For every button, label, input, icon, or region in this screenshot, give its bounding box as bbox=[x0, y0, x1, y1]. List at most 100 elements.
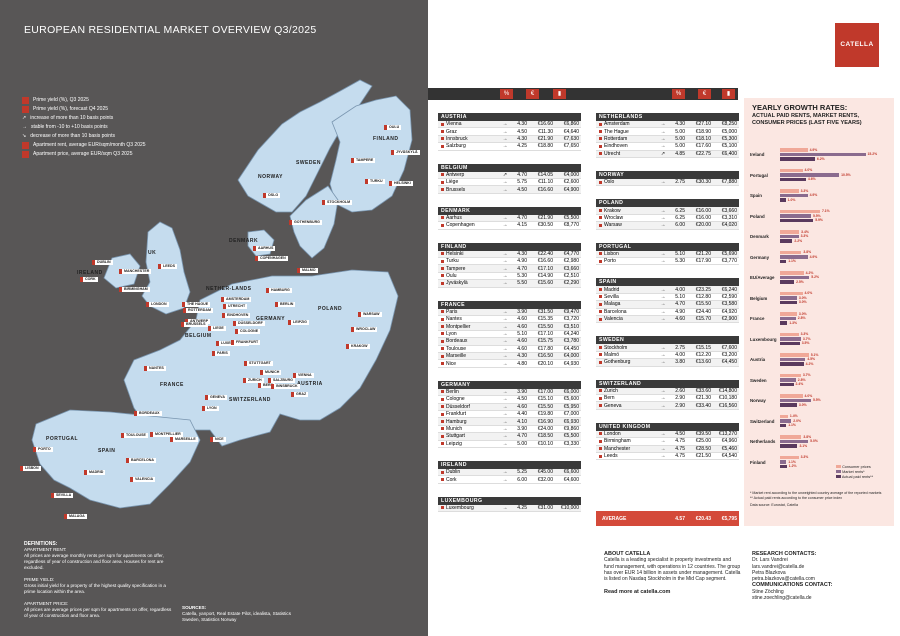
country-label: NORWAY bbox=[258, 174, 283, 180]
bullet-icon bbox=[441, 144, 444, 148]
growth-country: Denmark bbox=[750, 234, 769, 239]
bullet-icon bbox=[441, 420, 444, 424]
table-country-header: UNITED KINGDOM bbox=[596, 422, 739, 431]
growth-bar bbox=[780, 148, 808, 152]
yield-cell: 4.70 bbox=[675, 301, 685, 308]
bullet-icon bbox=[441, 122, 444, 126]
trend-arrow-icon: → bbox=[660, 207, 666, 214]
city-label: MALAGA bbox=[64, 514, 87, 519]
table-row: Toulouse → 4.60 €17.80 €4,450 bbox=[438, 346, 581, 353]
growth-country: Sweden bbox=[750, 377, 767, 383]
yield-cell: 5.00 bbox=[675, 143, 685, 150]
city-label: BERLIN bbox=[275, 302, 296, 307]
bullet-icon bbox=[599, 447, 602, 451]
table-row: Manchester → 4.75 €28.50 €5,460 bbox=[596, 445, 739, 453]
city-label: HAMBURG bbox=[266, 288, 292, 293]
growth-value: 5.5% bbox=[812, 213, 821, 218]
growth-country: Poland bbox=[750, 213, 765, 219]
growth-bar bbox=[780, 316, 796, 320]
yield-cell: 4.00 bbox=[675, 351, 685, 358]
trend-arrow-icon: → bbox=[660, 395, 666, 402]
growth-country: Spain bbox=[750, 193, 762, 198]
table-row: The Hague → 5.00 €18.90 €5,000 bbox=[596, 128, 739, 136]
trend-arrow-icon: → bbox=[502, 330, 508, 337]
price-cell: €4,540 bbox=[721, 453, 737, 460]
growth-bar bbox=[780, 353, 809, 357]
growth-bar bbox=[780, 250, 802, 254]
rent-cell: €22.75 bbox=[695, 150, 711, 157]
table-country-header: SWITZERLAND bbox=[596, 379, 739, 388]
city-cell: Lyon bbox=[438, 331, 501, 337]
yield-cell: 4.25 bbox=[517, 504, 527, 511]
growth-value: 2.4% bbox=[795, 382, 804, 386]
about-link[interactable]: Read more at catella.com bbox=[604, 588, 671, 595]
city-cell: Valencia bbox=[596, 316, 659, 322]
rent-cell: €45.00 bbox=[537, 469, 553, 476]
yield-cell: 3.80 bbox=[675, 359, 685, 366]
table-row: Madrid → 4.00 €23.25 €6,240 bbox=[596, 286, 739, 294]
trend-arrow-icon: → bbox=[660, 301, 666, 308]
contact-name: Stine Zöchling bbox=[752, 588, 784, 595]
growth-country: Portugal bbox=[750, 172, 768, 178]
growth-bar bbox=[780, 296, 797, 300]
trend-arrow-icon: → bbox=[502, 323, 508, 330]
sources: SOURCES: Catella, yanport, Real Estate P… bbox=[182, 605, 292, 623]
bullet-icon bbox=[441, 397, 444, 401]
yield-cell: 4.70 bbox=[517, 265, 527, 272]
legend-row: Prime yield (%), Q3 2025 bbox=[22, 97, 146, 104]
yield-cell: 4.15 bbox=[517, 222, 527, 229]
growth-value: 1.2% bbox=[788, 464, 797, 468]
rent-cell: €28.50 bbox=[695, 445, 711, 452]
yield-cell: 4.50 bbox=[517, 396, 527, 403]
average-rent: €20.43 bbox=[695, 515, 711, 522]
note: ** Actual paid rents according to the co… bbox=[750, 495, 843, 500]
country-label: GERMANY bbox=[256, 316, 286, 322]
swatch-icon bbox=[836, 465, 841, 468]
country-table: FINLAND Helsinki → 4.30 €22.40 €4,770 Turku → 4.… bbox=[438, 242, 581, 288]
bullet-icon bbox=[441, 332, 444, 336]
contact-email[interactable]: stine.zoechling@catella.de bbox=[752, 595, 812, 602]
growth-value: 4.0% bbox=[804, 168, 813, 172]
rent-cell: €15.15 bbox=[695, 344, 711, 351]
yield-cell: 4.90 bbox=[675, 308, 685, 315]
growth-bar bbox=[780, 394, 803, 398]
bullet-icon bbox=[441, 442, 444, 446]
table-row: Stockholm → 2.75 €15.15 €7,600 bbox=[596, 344, 739, 352]
swatch-icon bbox=[836, 475, 841, 478]
city-label: OSLO bbox=[263, 193, 281, 198]
rent-cell: €31.50 bbox=[537, 308, 553, 315]
trend-arrow-icon: → bbox=[660, 286, 666, 293]
country-table: SPAIN Madrid → 4.00 €23.25 €6,240 Sevilla → 5.10… bbox=[596, 278, 739, 324]
city-label: ROTTERDAM bbox=[183, 308, 213, 313]
table-row: Utrecht ↗ 4.85 €22.75 €6,400 bbox=[596, 150, 739, 158]
growth-value: 1.3% bbox=[789, 320, 798, 325]
legend-label: Apartment price, average EUR/sqm Q3 2025 bbox=[33, 151, 133, 157]
price-cell: €5,100 bbox=[721, 143, 737, 150]
contact-email[interactable]: petra.blazkova@catella.com bbox=[752, 576, 815, 583]
yield-cell: 2.60 bbox=[675, 387, 685, 394]
country-table: SWEDEN Stockholm → 2.75 €15.15 €7,600 Malmö → 4.… bbox=[596, 336, 739, 367]
yield-cell: 4.60 bbox=[517, 323, 527, 330]
city-cell: Toulouse bbox=[438, 346, 501, 352]
trend-arrow-icon: → bbox=[502, 425, 508, 432]
yield-cell: 4.30 bbox=[517, 135, 527, 142]
table-row: Valencia → 4.60 €15.70 €2,900 bbox=[596, 315, 739, 324]
growth-value: 4.2% bbox=[805, 361, 814, 366]
map-legend: Prime yield (%), Q3 2025 Prime yield (%)… bbox=[22, 97, 146, 160]
yield-cell: 6.25 bbox=[675, 207, 685, 214]
table-row: Birmingham → 4.75 €25.00 €4,960 bbox=[596, 438, 739, 446]
table-row: Vienna → 4.30 €16.60 €6,860 bbox=[438, 121, 581, 129]
city-label: STUTTGART bbox=[244, 361, 273, 366]
price-cell: €6,600 bbox=[563, 469, 579, 476]
country-label: FINLAND bbox=[373, 136, 399, 142]
bullet-icon bbox=[441, 216, 444, 220]
city-cell: Berlin bbox=[438, 389, 501, 395]
contact-email[interactable]: lars.vandrei@catella.de bbox=[752, 563, 805, 570]
table-row: Jyväskylä → 5.50 €15.60 €2,290 bbox=[438, 280, 581, 288]
yield-cell: 4.75 bbox=[675, 438, 685, 445]
bullet-icon bbox=[441, 427, 444, 431]
price-cell: €5,300 bbox=[721, 135, 737, 142]
yield-cell: 4.50 bbox=[675, 430, 685, 437]
city-cell: Lisbon bbox=[596, 251, 659, 257]
city-cell: Düsseldorf bbox=[438, 404, 501, 410]
